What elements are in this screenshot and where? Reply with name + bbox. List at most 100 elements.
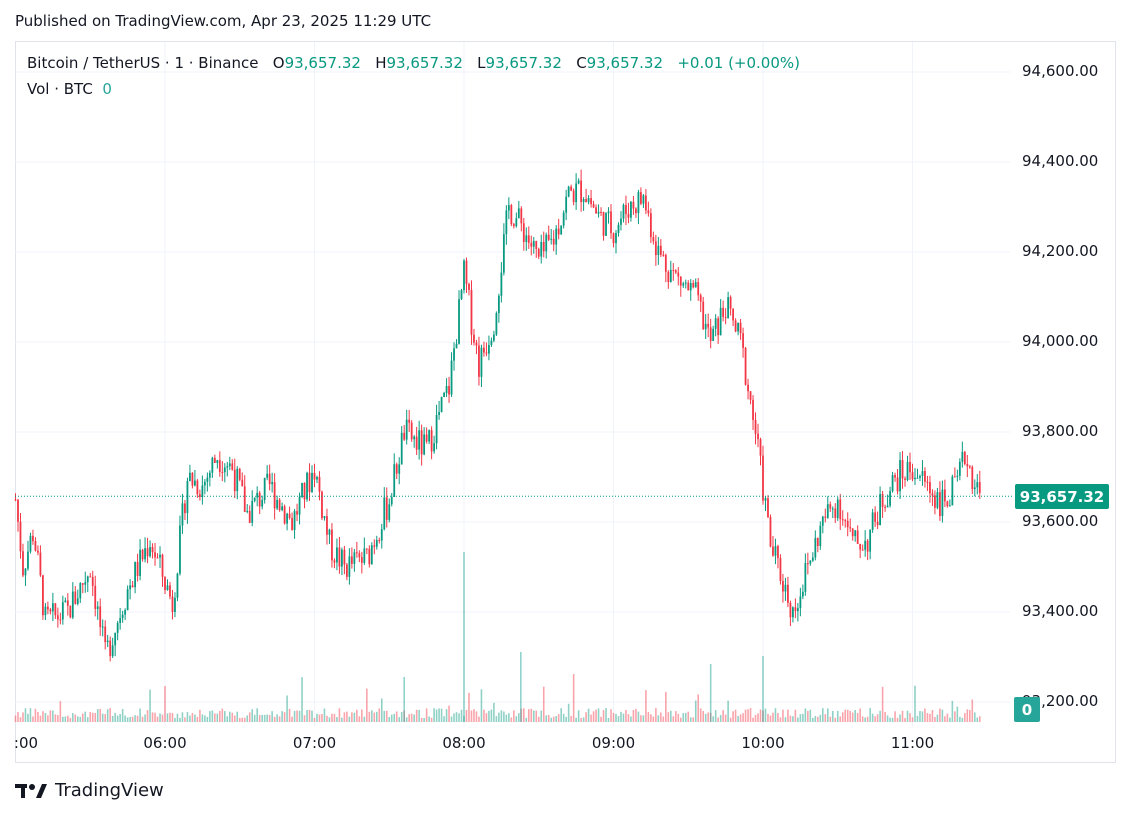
- volume-bar: [817, 716, 819, 722]
- candle-body: [475, 342, 478, 346]
- volume-bar: [363, 716, 366, 722]
- candle-body: [408, 419, 411, 423]
- candle-body: [470, 289, 473, 335]
- volume-bar: [450, 716, 453, 722]
- candle-body: [961, 451, 964, 462]
- volume-bar: [253, 714, 256, 722]
- volume-bar: [679, 717, 682, 722]
- candle-body: [44, 606, 47, 616]
- candle-body: [689, 282, 692, 291]
- candle-body: [809, 560, 812, 564]
- volume-bar: [268, 715, 271, 722]
- candle-body: [507, 205, 510, 211]
- candle-body: [37, 550, 39, 553]
- volume-bars: [14, 552, 981, 722]
- candle-body: [400, 432, 403, 465]
- candle-body: [664, 254, 667, 272]
- candle-body: [495, 313, 498, 335]
- volume-bar: [189, 715, 191, 722]
- volume-bar: [637, 711, 640, 722]
- candle-body: [151, 547, 154, 553]
- candle-body: [378, 539, 381, 541]
- volume-bar: [425, 708, 428, 722]
- volume-bar: [787, 709, 789, 722]
- candle-body: [365, 548, 368, 550]
- candle-body: [622, 204, 625, 219]
- volume-bar: [836, 710, 839, 722]
- candle-body: [874, 512, 877, 522]
- volume-bar: [353, 712, 356, 722]
- volume-bar: [323, 708, 326, 722]
- volume-legend[interactable]: Vol · BTC 0: [27, 80, 112, 98]
- candle-body: [794, 607, 797, 611]
- volume-bar: [530, 708, 533, 722]
- volume-bar: [413, 714, 415, 722]
- volume-bar: [699, 708, 702, 722]
- volume-bar: [186, 712, 189, 722]
- volume-bar: [849, 710, 852, 722]
- candle-body: [570, 186, 573, 191]
- candle-body: [84, 582, 87, 585]
- candle-body: [109, 640, 112, 657]
- candle-body: [562, 212, 565, 226]
- candle-body: [231, 463, 234, 470]
- candle-body: [672, 269, 675, 271]
- volume-bar: [657, 715, 660, 722]
- candle-body: [430, 430, 433, 452]
- volume-bar: [32, 716, 34, 722]
- candle-body: [869, 529, 872, 552]
- volume-bar: [784, 717, 787, 722]
- candle-body: [61, 602, 64, 620]
- candle-body: [904, 478, 906, 480]
- candle-body: [433, 443, 435, 452]
- volume-bar: [600, 716, 602, 722]
- candle-body: [864, 540, 867, 550]
- volume-bar: [306, 710, 308, 722]
- volume-bar: [650, 714, 652, 722]
- symbol-legend[interactable]: Bitcoin / TetherUS · 1 · Binance O93,657…: [27, 54, 800, 72]
- candle-body: [493, 334, 495, 341]
- candle-body: [341, 549, 343, 567]
- candle-body: [699, 295, 702, 302]
- volume-bar: [891, 717, 894, 722]
- candle-body: [948, 505, 951, 507]
- candle-body: [385, 497, 388, 520]
- candle-body: [640, 192, 642, 204]
- volume-bar: [704, 713, 707, 722]
- volume-bar: [211, 710, 214, 722]
- volume-bar: [368, 711, 371, 722]
- volume-bar: [841, 712, 844, 722]
- candle-body: [460, 290, 463, 300]
- candle-body: [485, 352, 488, 354]
- candle-body: [934, 495, 936, 508]
- candle-body: [769, 517, 772, 547]
- candle-body: [677, 272, 680, 277]
- candle-body: [724, 316, 727, 318]
- volume-bar: [809, 709, 812, 722]
- candle-body: [266, 473, 269, 478]
- candle-body: [709, 327, 712, 341]
- candle-body: [929, 482, 931, 494]
- volume-bar: [881, 686, 884, 722]
- candle-body: [24, 568, 27, 576]
- volume-bar: [174, 717, 176, 722]
- candle-body: [171, 596, 174, 612]
- volume-bar: [171, 713, 174, 722]
- volume-bar: [924, 708, 926, 722]
- candle-body: [71, 591, 74, 618]
- candle-body: [846, 520, 849, 528]
- candle-body: [211, 457, 214, 473]
- volume-bar: [555, 716, 557, 722]
- volume-bar: [687, 711, 690, 722]
- candle-body: [684, 282, 687, 284]
- candle-body: [311, 472, 313, 492]
- tradingview-brand[interactable]: TradingView: [15, 780, 164, 801]
- volume-bar: [276, 714, 278, 722]
- candle-body: [281, 506, 284, 511]
- volume-bar: [405, 717, 408, 722]
- candle-body: [747, 384, 749, 392]
- volume-bar: [647, 712, 650, 722]
- candle-body: [627, 213, 630, 218]
- volume-bar: [625, 709, 627, 722]
